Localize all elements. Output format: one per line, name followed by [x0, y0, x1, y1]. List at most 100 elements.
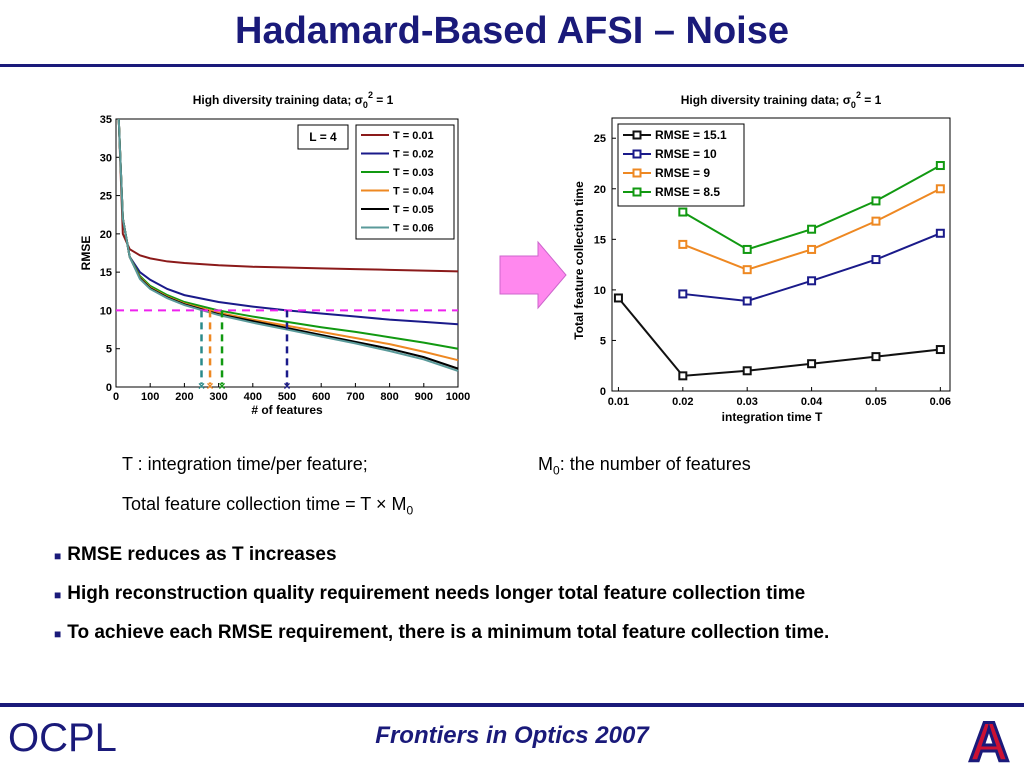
series-point	[742, 366, 752, 376]
left-chart-title: High diversity training data; σ02 = 1	[193, 90, 394, 110]
legend-label: T = 0.03	[393, 167, 434, 179]
x-tick-label: 0.01	[608, 396, 629, 408]
footer-rule	[0, 703, 1024, 707]
ocpl-logo: OCPL	[8, 716, 117, 759]
series-line	[117, 118, 459, 372]
series-line	[117, 118, 459, 273]
y-tick-label: 10	[594, 285, 606, 297]
marker-x: ×	[219, 379, 226, 393]
x-tick-label: 900	[415, 391, 433, 403]
y-tick-label: 25	[100, 191, 112, 203]
series-point	[678, 289, 688, 299]
x-tick-label: 0.06	[930, 396, 951, 408]
series-point	[807, 276, 817, 286]
x-tick-label: 300	[209, 391, 227, 403]
y-tick-label: 10	[100, 305, 112, 317]
series-point	[807, 244, 817, 254]
legend-label: T = 0.06	[393, 223, 434, 235]
annotation-box	[297, 124, 349, 150]
y-tick-label: 15	[100, 267, 112, 279]
series-point	[742, 296, 752, 306]
legend-label: RMSE = 9	[655, 166, 710, 180]
bullet-square-icon: ■	[54, 627, 62, 641]
y-tick-label: 25	[594, 133, 606, 145]
series-point	[871, 216, 881, 226]
x-tick-label: 0	[113, 391, 119, 403]
x-tick-label: 500	[278, 391, 296, 403]
legend-marker	[632, 130, 642, 140]
series-point	[807, 224, 817, 234]
x-tick-label: 0.04	[801, 396, 823, 408]
bullet-text: RMSE reduces as T increases	[67, 544, 337, 565]
bullet-square-icon: ■	[54, 549, 62, 563]
marker-x: ×	[283, 379, 290, 393]
legend-label: T = 0.05	[393, 204, 434, 216]
x-tick-label: 0.05	[865, 396, 886, 408]
x-tick-label: 700	[346, 391, 364, 403]
definition-M0: M0: the number of features	[538, 454, 751, 478]
x-tick-label: 1000	[446, 391, 470, 403]
y-tick-label: 20	[594, 184, 606, 196]
series-point	[935, 345, 945, 355]
y-tick-label: 5	[106, 344, 112, 356]
y-tick-label: 35	[100, 114, 112, 126]
legend-label: RMSE = 8.5	[655, 185, 720, 199]
legend-marker	[632, 187, 642, 197]
x-tick-label: 100	[141, 391, 159, 403]
right-arrow-icon	[499, 240, 567, 310]
series-point	[742, 265, 752, 275]
legend-label: T = 0.04	[393, 186, 435, 198]
collection-time-vs-T-chart: High diversity training data; σ02 = 1 0.…	[572, 90, 951, 424]
m0-symbol: M	[538, 454, 553, 474]
bullet-text: High reconstruction quality requirement …	[67, 583, 806, 604]
y-tick-label: 0	[600, 386, 606, 398]
definition-total-time: Total feature collection time = T × M0	[122, 494, 413, 518]
series-point	[613, 293, 623, 303]
legend-label: T = 0.02	[393, 149, 434, 161]
bullet-list: ■ RMSE reduces as T increases ■ High recon…	[54, 544, 1014, 661]
x-tick-label: 800	[380, 391, 398, 403]
series-point	[935, 228, 945, 238]
series-point	[871, 196, 881, 206]
ocpl-logo-text: OCPL	[8, 716, 117, 759]
slide-title: Hadamard-Based AFSI – Noise	[235, 10, 789, 52]
y-axis-label: RMSE	[79, 236, 93, 271]
bullet-item: ■ RMSE reduces as T increases	[54, 544, 1014, 566]
legend-label: RMSE = 10	[655, 147, 717, 161]
m0-subscript: 0	[553, 463, 560, 478]
rmse-vs-features-chart: High diversity training data; σ02 = 1 0 1…	[79, 90, 470, 417]
series-point	[807, 359, 817, 369]
x-tick-label: 400	[244, 391, 262, 403]
series-point	[935, 184, 945, 194]
series-point	[871, 255, 881, 265]
university-a-logo: A	[967, 711, 1010, 767]
series-point	[871, 352, 881, 362]
right-chart-title: High diversity training data; σ02 = 1	[681, 90, 882, 110]
y-tick-label: 15	[594, 234, 606, 246]
y-tick-label: 20	[100, 229, 112, 241]
x-tick-label: 0.02	[672, 396, 693, 408]
series-point	[678, 239, 688, 249]
university-a-logo-text: A	[969, 711, 1009, 767]
legend-label: RMSE = 15.1	[655, 128, 727, 142]
series-point	[935, 161, 945, 171]
series-line	[617, 297, 941, 377]
legend-box	[355, 124, 455, 240]
title-underline	[0, 64, 1024, 67]
marker-x: ×	[207, 379, 214, 393]
bullet-item: ■ To achieve each RMSE requirement, there…	[54, 622, 1014, 644]
series-point	[742, 244, 752, 254]
marker-x: ×	[198, 379, 205, 393]
footer-conference: Frontiers in Optics 2007	[375, 722, 649, 749]
x-tick-label: 200	[175, 391, 193, 403]
bullet-text: To achieve each RMSE requirement, there …	[67, 622, 830, 643]
m0-description: : the number of features	[559, 454, 751, 474]
total-time-formula: Total feature collection time = T × M	[122, 494, 407, 514]
bullet-item: ■ High reconstruction quality requirement…	[54, 583, 1014, 605]
series-point	[678, 207, 688, 217]
total-time-subscript: 0	[406, 503, 414, 518]
bullet-square-icon: ■	[54, 588, 62, 602]
series-point	[678, 371, 688, 381]
x-axis-label: # of features	[251, 403, 323, 417]
x-axis-label: integration time T	[722, 410, 823, 424]
